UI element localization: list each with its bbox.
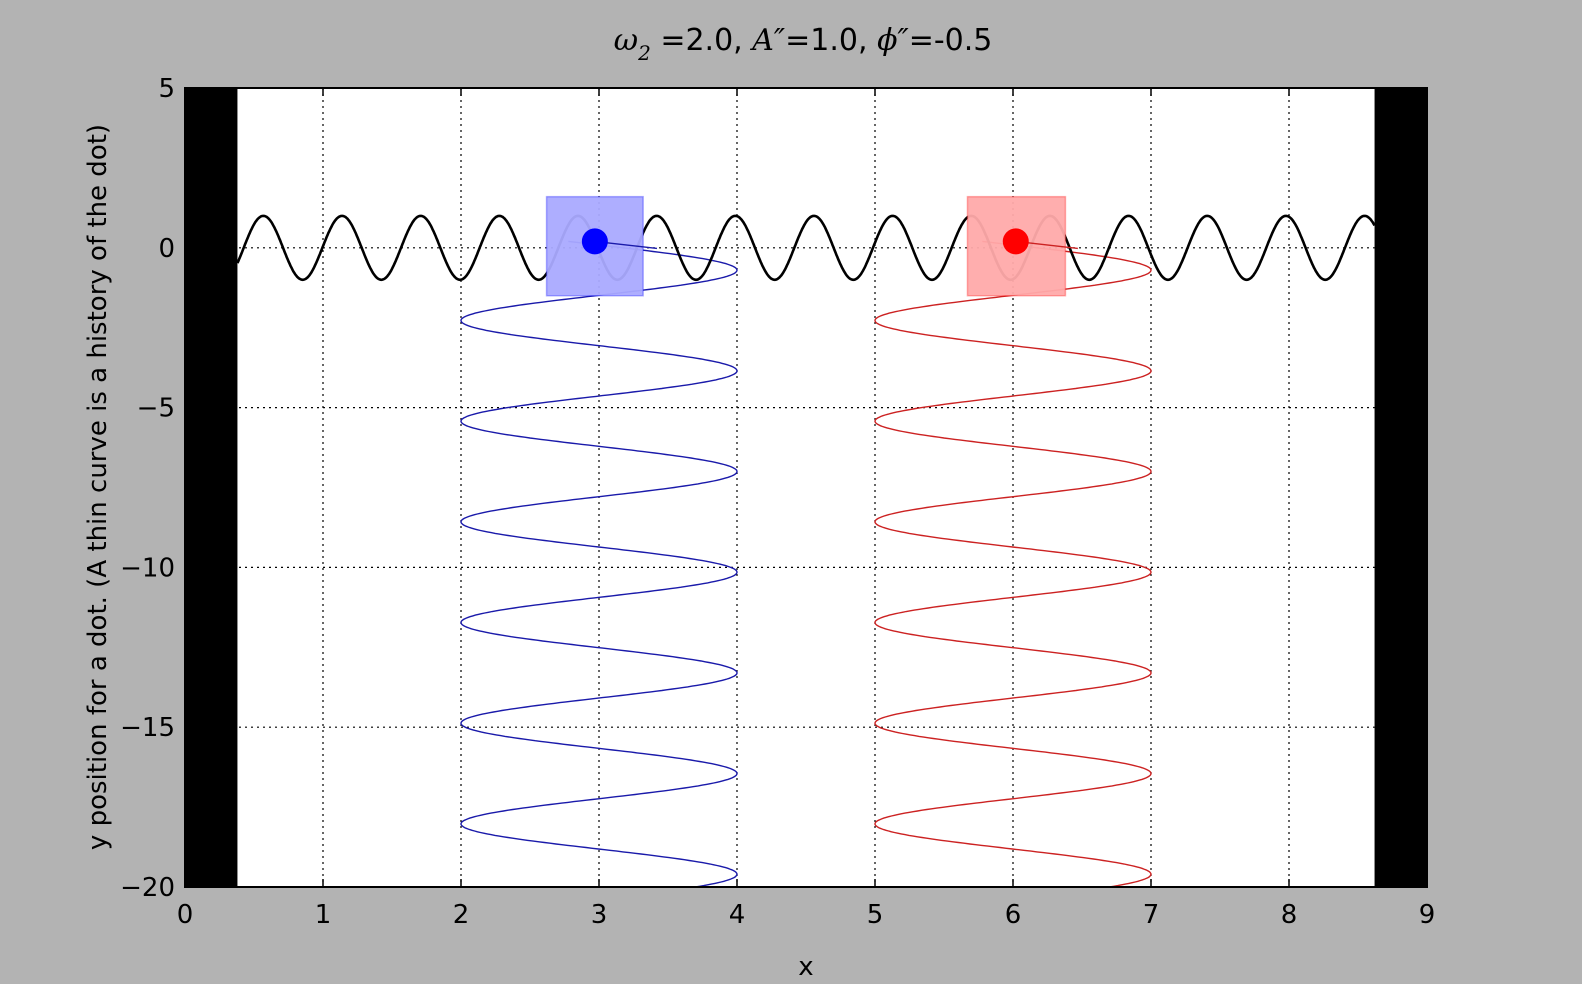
title-a: A″ xyxy=(749,23,786,58)
y-tick-label: 5 xyxy=(158,74,175,104)
x-tick-label: 5 xyxy=(867,900,884,930)
plot-area xyxy=(185,88,1427,887)
x-tick-label: 4 xyxy=(729,900,746,930)
x-tick-label: 1 xyxy=(315,900,332,930)
y-tick-label: 0 xyxy=(158,234,175,264)
dots xyxy=(545,195,1078,297)
title-phi-value: =-0.5 xyxy=(909,23,993,58)
y-tick-label: −15 xyxy=(120,713,175,743)
x-tick-label: 3 xyxy=(591,900,608,930)
x-axis-label: x xyxy=(798,952,813,982)
wave-line xyxy=(236,214,1376,282)
history-curve xyxy=(460,240,738,888)
y-tick-label: −20 xyxy=(120,873,175,903)
title-a-value: =1.0, xyxy=(785,23,877,58)
title-omega-value: =2.0, xyxy=(651,23,752,58)
wall-bar xyxy=(185,88,238,887)
title-phi: ϕ″ xyxy=(877,23,909,58)
title-omega-sub: 2 xyxy=(637,41,651,65)
x-tick-label: 2 xyxy=(453,900,470,930)
wall-bar xyxy=(1374,88,1427,887)
y-axis-label: y position for a dot. (A thin curve is a… xyxy=(83,124,113,850)
history-curve xyxy=(874,240,1152,888)
walls xyxy=(185,88,1427,887)
x-tick-label: 7 xyxy=(1143,900,1160,930)
x-tick-label: 9 xyxy=(1419,900,1436,930)
dot-marker xyxy=(581,228,608,255)
title-omega: ω xyxy=(614,23,638,58)
x-tick-label: 0 xyxy=(177,900,194,930)
chart-title: ω2 =2.0, A″=1.0, ϕ″=-0.5 xyxy=(614,23,993,65)
plot-frame xyxy=(184,87,1428,888)
x-tick-label: 8 xyxy=(1281,900,1298,930)
y-tick-label: −5 xyxy=(137,394,175,424)
x-tick-label: 6 xyxy=(1005,900,1022,930)
axis-ticks: 0 1 2 3 4 5 6 7 8 9 5 0 −5 −10 −15 −20 xyxy=(120,74,1435,930)
dot-marker xyxy=(1002,228,1029,255)
history-curves xyxy=(460,240,1152,888)
y-tick-label: −10 xyxy=(120,553,175,583)
wave-curve xyxy=(236,214,1376,282)
